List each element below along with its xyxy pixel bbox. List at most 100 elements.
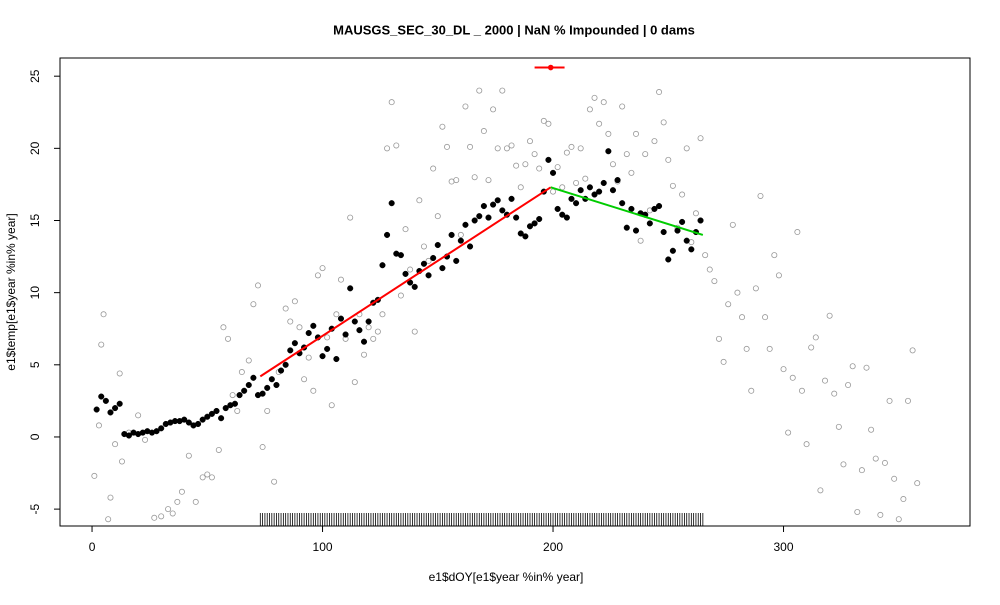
data-point bbox=[845, 382, 852, 389]
data-point bbox=[268, 376, 275, 383]
data-point bbox=[831, 390, 838, 397]
data-point bbox=[803, 441, 810, 448]
data-point bbox=[688, 246, 695, 253]
y-tick-label: 15 bbox=[28, 213, 42, 227]
trend-line bbox=[550, 186, 704, 236]
data-point bbox=[656, 89, 663, 96]
data-point bbox=[762, 314, 769, 321]
data-point bbox=[112, 405, 119, 412]
data-point bbox=[95, 422, 102, 429]
data-point bbox=[614, 177, 621, 184]
data-point bbox=[868, 426, 875, 433]
data-point bbox=[420, 243, 427, 250]
data-point bbox=[425, 272, 432, 279]
data-point bbox=[683, 145, 690, 152]
data-point bbox=[720, 358, 727, 365]
data-point bbox=[766, 345, 773, 352]
data-point bbox=[517, 230, 524, 237]
chart-title: MAUSGS_SEC_30_DL _ 2000 | NaN % Impounde… bbox=[333, 22, 695, 37]
data-point bbox=[609, 187, 617, 194]
data-point bbox=[577, 145, 584, 152]
data-point bbox=[264, 407, 271, 414]
data-point bbox=[107, 409, 114, 416]
data-point bbox=[545, 156, 552, 163]
data-point bbox=[536, 216, 543, 223]
data-point bbox=[370, 335, 377, 342]
data-point bbox=[324, 334, 331, 341]
data-point bbox=[503, 145, 510, 152]
data-point bbox=[485, 177, 492, 184]
data-point bbox=[702, 252, 709, 259]
data-point bbox=[513, 162, 520, 169]
data-point bbox=[531, 220, 538, 227]
data-point bbox=[586, 106, 593, 113]
data-point bbox=[891, 475, 898, 482]
data-point bbox=[591, 191, 598, 198]
data-point bbox=[271, 478, 278, 485]
data-point bbox=[314, 272, 321, 279]
data-point bbox=[430, 165, 437, 172]
data-point bbox=[656, 203, 663, 210]
data-point bbox=[236, 392, 243, 399]
data-point bbox=[310, 322, 317, 329]
x-tick-label: 300 bbox=[774, 540, 794, 554]
data-point bbox=[817, 487, 824, 494]
data-point bbox=[199, 416, 206, 423]
data-point bbox=[384, 231, 391, 238]
data-point bbox=[706, 266, 713, 273]
data-point bbox=[550, 188, 557, 195]
x-tick-label: 100 bbox=[313, 540, 333, 554]
data-point bbox=[333, 311, 340, 318]
data-point bbox=[185, 452, 192, 459]
top-point bbox=[547, 64, 554, 71]
data-point bbox=[863, 364, 870, 371]
data-point bbox=[153, 428, 160, 435]
data-point bbox=[619, 103, 626, 110]
data-point bbox=[651, 205, 658, 212]
data-point bbox=[319, 353, 326, 360]
data-point bbox=[609, 161, 616, 168]
data-point bbox=[900, 496, 907, 503]
data-point bbox=[679, 191, 686, 198]
data-point bbox=[105, 516, 112, 523]
data-point bbox=[388, 200, 395, 207]
data-point bbox=[531, 151, 538, 158]
data-point bbox=[692, 210, 699, 217]
data-point bbox=[651, 138, 658, 145]
data-point bbox=[365, 324, 372, 331]
data-point bbox=[467, 143, 474, 150]
data-point bbox=[98, 393, 105, 400]
data-point bbox=[195, 420, 202, 428]
data-point bbox=[494, 145, 501, 152]
data-point bbox=[411, 283, 418, 290]
data-point bbox=[238, 369, 245, 376]
data-point bbox=[798, 387, 805, 394]
data-point bbox=[287, 318, 294, 325]
data-point bbox=[361, 351, 368, 358]
data-point bbox=[485, 214, 492, 221]
data-point bbox=[886, 397, 893, 404]
data-point bbox=[328, 402, 335, 409]
data-point bbox=[499, 87, 506, 94]
data-point bbox=[301, 376, 308, 383]
data-point bbox=[711, 278, 718, 285]
data-point bbox=[337, 315, 345, 322]
data-point bbox=[536, 165, 543, 172]
data-point bbox=[165, 506, 172, 513]
data-point bbox=[660, 228, 667, 236]
data-point bbox=[356, 327, 363, 334]
data-point bbox=[448, 231, 455, 238]
data-point bbox=[199, 474, 206, 481]
data-point bbox=[259, 444, 266, 451]
data-point bbox=[324, 345, 331, 352]
data-point bbox=[480, 203, 487, 210]
data-point bbox=[112, 441, 119, 448]
data-point bbox=[453, 177, 460, 184]
data-point bbox=[407, 266, 414, 273]
data-point bbox=[218, 415, 225, 422]
data-point bbox=[374, 328, 381, 335]
data-point bbox=[725, 301, 732, 308]
data-point bbox=[517, 184, 524, 191]
y-tick-label: 10 bbox=[28, 286, 42, 300]
data-point bbox=[208, 474, 215, 481]
